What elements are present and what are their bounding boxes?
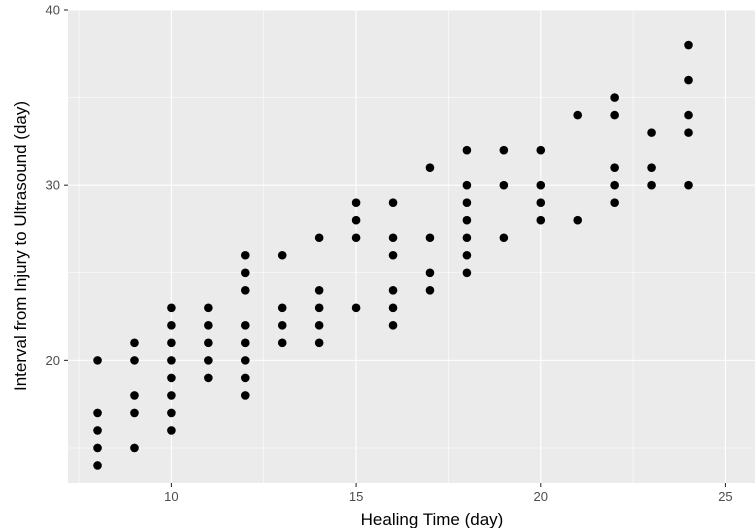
plot-panel xyxy=(68,10,755,483)
data-point xyxy=(536,180,546,190)
data-point xyxy=(610,198,619,208)
data-point xyxy=(462,268,472,278)
data-point xyxy=(647,128,656,137)
data-point xyxy=(240,356,250,365)
data-point xyxy=(240,321,250,330)
data-point xyxy=(167,391,176,400)
data-point xyxy=(425,285,435,295)
data-point xyxy=(167,426,176,435)
data-point xyxy=(93,461,102,470)
data-point xyxy=(388,250,398,260)
data-point xyxy=(314,338,324,348)
data-point xyxy=(425,233,435,243)
y-tick-label: 40 xyxy=(46,3,60,18)
data-point xyxy=(93,408,102,418)
minor-gridlines xyxy=(68,10,755,483)
data-point xyxy=(167,303,176,313)
data-point xyxy=(536,215,546,225)
major-gridlines xyxy=(68,9,755,483)
y-axis-title: Interval from Injury to Ultrasound (day) xyxy=(11,101,30,391)
x-tick-label: 10 xyxy=(164,489,178,504)
data-point xyxy=(610,110,619,120)
data-point xyxy=(130,443,139,453)
data-point xyxy=(167,408,176,418)
y-axis: 20 30 40 xyxy=(46,3,68,368)
data-point xyxy=(130,356,139,365)
data-point xyxy=(93,443,102,453)
data-point xyxy=(351,303,361,313)
data-point xyxy=(240,338,250,348)
data-point xyxy=(684,110,693,120)
data-point xyxy=(167,373,176,383)
data-point xyxy=(388,303,398,313)
data-point xyxy=(462,145,472,155)
data-point xyxy=(388,198,398,208)
y-tick-label: 30 xyxy=(46,178,60,193)
data-point xyxy=(462,215,472,225)
data-point xyxy=(499,180,509,190)
data-point xyxy=(314,285,324,295)
data-point xyxy=(462,233,472,243)
data-point xyxy=(240,373,250,383)
data-point xyxy=(93,356,102,365)
data-point xyxy=(684,75,693,85)
data-point xyxy=(388,321,398,330)
data-point xyxy=(425,268,435,278)
data-point xyxy=(277,303,287,313)
data-points xyxy=(93,40,693,470)
data-point xyxy=(351,233,361,243)
data-point xyxy=(130,391,139,400)
data-point xyxy=(647,163,656,172)
data-point xyxy=(314,321,324,330)
data-point xyxy=(204,321,213,330)
x-tick-label: 25 xyxy=(718,489,732,504)
data-point xyxy=(499,145,509,155)
data-point xyxy=(204,338,213,348)
y-tick-label: 20 xyxy=(46,353,60,368)
data-point xyxy=(240,285,250,295)
data-point xyxy=(93,426,102,435)
data-point xyxy=(610,180,619,190)
data-point xyxy=(277,250,287,260)
data-point xyxy=(351,215,361,225)
data-point xyxy=(684,180,693,190)
data-point xyxy=(277,338,287,348)
data-point xyxy=(167,338,176,348)
data-point xyxy=(610,163,619,172)
data-point xyxy=(536,145,546,155)
data-point xyxy=(240,268,250,278)
x-axis: 10 15 20 25 xyxy=(164,483,733,504)
data-point xyxy=(130,408,139,418)
data-point xyxy=(130,338,139,348)
data-point xyxy=(684,128,693,137)
data-point xyxy=(351,198,361,208)
data-point xyxy=(388,233,398,243)
data-point xyxy=(167,356,176,365)
data-point xyxy=(240,391,250,400)
data-point xyxy=(425,163,435,172)
data-point xyxy=(314,233,324,243)
x-tick-label: 15 xyxy=(349,489,363,504)
x-tick-label: 20 xyxy=(534,489,548,504)
data-point xyxy=(647,180,656,190)
data-point xyxy=(388,285,398,295)
data-point xyxy=(167,321,176,330)
data-point xyxy=(462,250,472,260)
data-point xyxy=(462,180,472,190)
data-point xyxy=(573,215,583,225)
data-point xyxy=(573,110,583,120)
data-point xyxy=(462,198,472,208)
data-point xyxy=(684,40,693,50)
x-axis-title: Healing Time (day) xyxy=(361,510,504,528)
data-point xyxy=(240,250,250,260)
data-point xyxy=(204,356,213,365)
data-point xyxy=(204,303,213,313)
data-point xyxy=(277,321,287,330)
data-point xyxy=(536,198,546,208)
data-point xyxy=(610,93,619,102)
data-point xyxy=(499,233,509,243)
data-point xyxy=(314,303,324,313)
data-point xyxy=(204,373,213,383)
